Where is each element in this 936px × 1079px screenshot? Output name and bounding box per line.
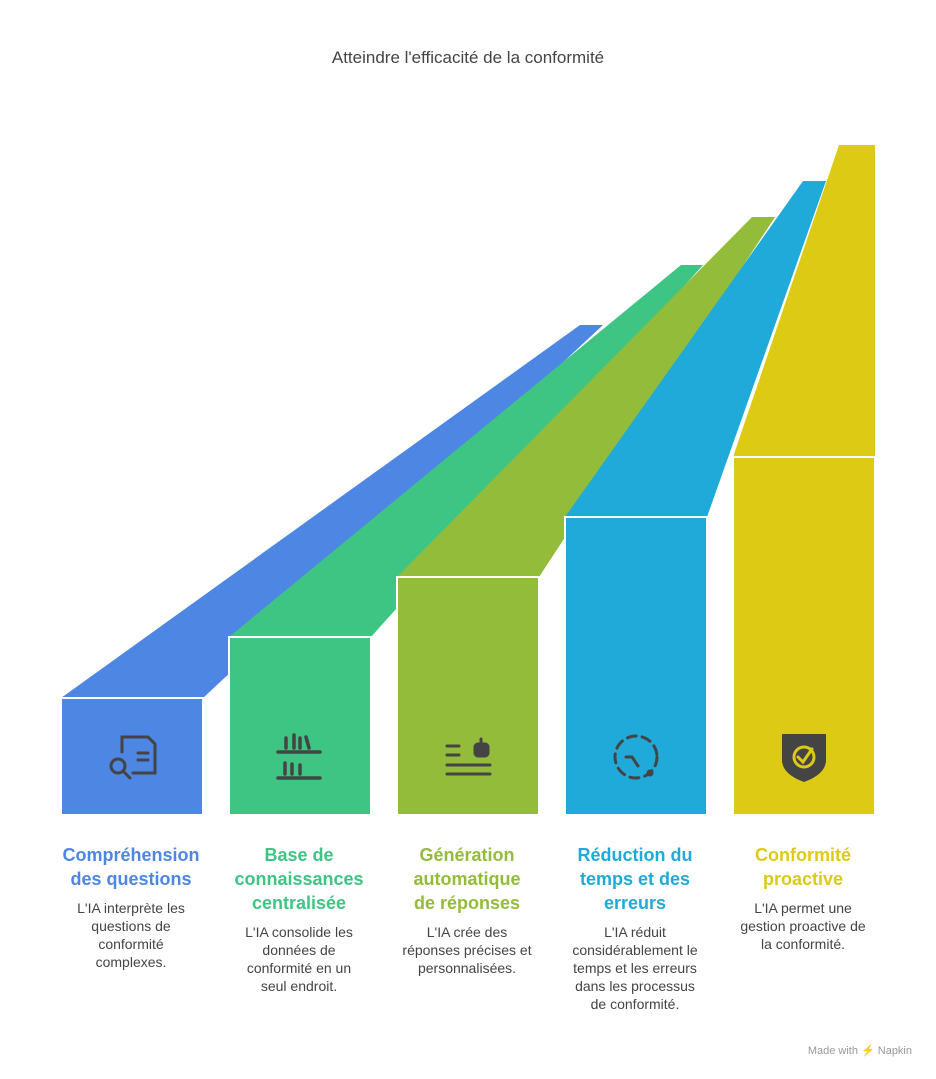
diagram-title: Atteindre l'efficacité de la conformité bbox=[331, 48, 605, 67]
desc-line: réponses précises et bbox=[402, 942, 532, 958]
dashed-clock-icon bbox=[613, 734, 659, 780]
step-3-text: Génération automatique de réponses L'IA … bbox=[382, 843, 552, 977]
title-line: automatique bbox=[413, 869, 521, 889]
title-line: Conformité bbox=[755, 845, 851, 865]
step-2-title: Base de connaissances centralisée bbox=[214, 843, 384, 915]
title-line: Base de bbox=[264, 845, 334, 865]
title-line: erreurs bbox=[603, 893, 667, 913]
title-line: des questions bbox=[70, 869, 192, 889]
step-5-title: Conformité proactive bbox=[718, 843, 888, 891]
title-line: de réponses bbox=[413, 893, 521, 913]
desc-line: de conformité. bbox=[590, 996, 680, 1012]
desc-line: L'IA consolide les bbox=[245, 924, 353, 940]
step-2-description: L'IA consolide les données de conformité… bbox=[214, 923, 384, 995]
desc-line: L'IA réduit bbox=[604, 924, 666, 940]
desc-line: conformité en un bbox=[246, 960, 352, 976]
document-search-icon bbox=[109, 735, 157, 780]
bookshelf-icon bbox=[276, 733, 322, 780]
step-4-title: Réduction du temps et des erreurs bbox=[550, 843, 720, 915]
desc-line: données de bbox=[262, 942, 336, 958]
step-2-text: Base de connaissances centralisée L'IA c… bbox=[214, 843, 384, 995]
step-4-text: Réduction du temps et des erreurs L'IA r… bbox=[550, 843, 720, 1013]
desc-line: gestion proactive de bbox=[740, 918, 866, 934]
step-4-description: L'IA réduit considérablement le temps et… bbox=[550, 923, 720, 1013]
desc-line: personnalisées. bbox=[417, 960, 517, 976]
napkin-watermark: Made with ⚡ Napkin bbox=[807, 1045, 912, 1057]
title-line: temps et des bbox=[579, 869, 691, 889]
desc-line: conformité bbox=[98, 936, 164, 952]
robot-text-icon bbox=[445, 737, 492, 776]
step-1-text: Compréhension des questions L'IA interpr… bbox=[46, 843, 216, 971]
desc-line: la conformité. bbox=[760, 936, 846, 952]
desc-line: complexes. bbox=[95, 954, 167, 970]
title-line: Génération bbox=[419, 845, 515, 865]
step-5-text: Conformité proactive L'IA permet une ges… bbox=[718, 843, 888, 953]
step-1-shape bbox=[60, 325, 603, 816]
step-1-description: L'IA interprète les questions de conform… bbox=[46, 899, 216, 971]
desc-line: L'IA interprète les bbox=[77, 900, 185, 916]
desc-line: questions de bbox=[91, 918, 171, 934]
step-3-description: L'IA crée des réponses précises et perso… bbox=[382, 923, 552, 977]
title-line: centralisée bbox=[251, 893, 347, 913]
desc-line: seul endroit. bbox=[260, 978, 338, 994]
step-3-shape bbox=[396, 217, 775, 816]
title-line: proactive bbox=[762, 869, 844, 889]
title-line: Compréhension bbox=[62, 845, 200, 865]
desc-line: dans les processus bbox=[575, 978, 695, 994]
desc-line: temps et les erreurs bbox=[573, 960, 697, 976]
step-5-description: L'IA permet une gestion proactive de la … bbox=[718, 899, 888, 953]
desc-line: considérablement le bbox=[572, 942, 698, 958]
step-1-title: Compréhension des questions bbox=[46, 843, 216, 891]
step-3-title: Génération automatique de réponses bbox=[382, 843, 552, 915]
step-2-shape bbox=[228, 265, 703, 816]
desc-line: L'IA crée des bbox=[426, 924, 508, 940]
title-line: connaissances bbox=[234, 869, 364, 889]
desc-line: L'IA permet une bbox=[754, 900, 852, 916]
title-line: Réduction du bbox=[577, 845, 693, 865]
shield-check-icon bbox=[782, 734, 826, 782]
